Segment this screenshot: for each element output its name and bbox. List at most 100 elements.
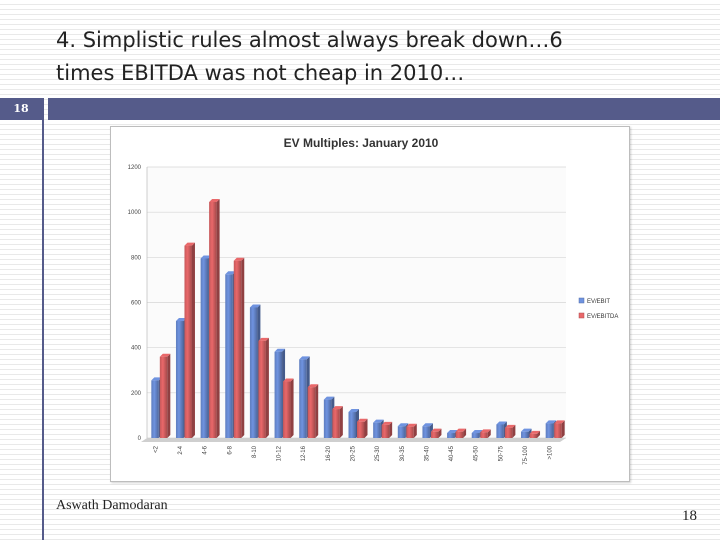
bar-top-ev-ebit	[496, 421, 507, 425]
slide-title-line-2: times EBITDA was not cheap in 2010…	[56, 61, 465, 85]
bar-top-ev-ebitda	[480, 429, 491, 433]
bar-ev-ebit	[521, 431, 529, 438]
x-tick-label: 40-45	[449, 445, 455, 461]
bar-top-ev-ebit	[348, 409, 359, 413]
bar-top-ev-ebit	[447, 430, 458, 434]
bars-layer	[151, 199, 565, 438]
bar-ev-ebit	[299, 359, 307, 438]
bar-side-ev-ebitda	[487, 429, 491, 438]
y-tick-label: 200	[131, 391, 142, 397]
bar-side-ev-ebitda	[537, 430, 541, 438]
bar-top-ev-ebit	[422, 423, 433, 427]
legend-swatch	[578, 312, 585, 319]
y-tick-label: 600	[131, 301, 142, 307]
bar-top-ev-ebitda	[430, 428, 442, 432]
bar-top-ev-ebitda	[406, 423, 417, 427]
x-tick-label: 8-10	[252, 445, 258, 458]
bar-ev-ebitda	[332, 409, 340, 438]
bar-side-ev-ebitda	[413, 423, 417, 438]
footer-author: Aswath Damodaran	[56, 498, 168, 513]
slide-number-badge: 18	[0, 98, 42, 120]
bar-ev-ebit	[175, 321, 184, 438]
left-accent-rule	[42, 98, 44, 540]
chart-title: EV Multiples: January 2010	[284, 136, 439, 150]
y-tick-label: 1200	[128, 165, 142, 171]
bar-top-ev-ebitda	[258, 337, 269, 341]
x-tick-label: 6-8	[227, 445, 233, 454]
bar-top-ev-ebit	[545, 420, 557, 424]
bar-ev-ebitda	[480, 432, 488, 438]
bar-ev-ebitda	[258, 340, 266, 438]
bar-top-ev-ebitda	[529, 430, 541, 434]
bar-top-ev-ebit	[249, 304, 261, 308]
bar-ev-ebitda	[209, 202, 217, 438]
bar-side-ev-ebitda	[167, 353, 171, 438]
bar-ev-ebit	[447, 433, 455, 438]
x-tick-label: 45-50	[474, 445, 480, 461]
x-tick-label: 2-4	[178, 445, 184, 454]
bar-ev-ebit	[397, 426, 406, 438]
bar-ev-ebit	[373, 422, 381, 438]
bar-top-ev-ebit	[225, 271, 236, 275]
x-tick-label: 16-20	[326, 445, 332, 461]
bar-side-ev-ebitda	[561, 420, 565, 438]
bar-ev-ebitda	[159, 356, 168, 438]
bar-top-ev-ebitda	[184, 242, 195, 246]
bar-top-ev-ebit	[175, 318, 187, 322]
bar-ev-ebit	[496, 424, 504, 438]
bar-side-ev-ebitda	[290, 378, 294, 438]
bar-top-ev-ebitda	[283, 378, 294, 382]
legend-label: EV/EBITDA	[587, 314, 618, 320]
legend-label: EV/EBIT	[587, 299, 610, 305]
bar-ev-ebitda	[406, 426, 414, 438]
x-tick-label: 4-6	[203, 445, 209, 454]
bar-top-ev-ebitda	[554, 420, 565, 424]
bar-top-ev-ebitda	[332, 406, 343, 410]
bar-side-ev-ebitda	[216, 199, 220, 438]
bar-top-ev-ebit	[299, 356, 310, 360]
x-tick-label: 75-100	[523, 445, 529, 464]
slide-title: 4. Simplistic rules almost always break …	[56, 24, 696, 90]
bar-ev-ebit	[274, 351, 283, 438]
bar-ev-ebitda	[184, 245, 192, 438]
bar-side-ev-ebitda	[265, 337, 269, 438]
x-tick-label: 20-25	[351, 445, 357, 461]
bar-side-ev-ebitda	[241, 257, 245, 438]
chart-frame: EV Multiples: January 2010 0 200 400 600 800…	[110, 126, 630, 482]
ev-multiples-chart: EV Multiples: January 2010 0 200 400 600 800…	[128, 136, 619, 465]
x-tick-label: 12-16	[301, 445, 307, 461]
x-tick-label: 50-75	[498, 445, 504, 461]
bar-top-ev-ebit	[471, 430, 483, 434]
bar-ev-ebit	[422, 426, 430, 438]
bar-top-ev-ebit	[274, 348, 286, 352]
page-number: 18	[682, 508, 697, 524]
bar-ev-ebitda	[381, 424, 390, 438]
y-tick-label: 400	[131, 346, 142, 352]
bar-side-ev-ebitda	[389, 421, 393, 438]
bar-top-ev-ebitda	[233, 257, 245, 261]
bar-ev-ebit	[348, 412, 356, 438]
bar-ev-ebitda	[357, 421, 365, 438]
x-tick-label: 10-12	[277, 445, 283, 461]
x-tick-label: 30-35	[400, 445, 406, 461]
chart-legend: EV/EBIT EV/EBITDA	[578, 297, 618, 320]
legend-swatch	[578, 297, 585, 304]
y-tick-label: 0	[138, 436, 142, 442]
x-tick-label: 25-30	[375, 445, 381, 461]
bar-side-ev-ebitda	[339, 406, 343, 438]
bar-top-ev-ebit	[373, 419, 384, 423]
bar-ev-ebit	[200, 258, 209, 438]
bar-top-ev-ebitda	[307, 384, 319, 388]
y-tick-label: 800	[131, 255, 142, 261]
chart-floor	[141, 438, 566, 442]
bar-top-ev-ebit	[521, 428, 532, 432]
bar-top-ev-ebitda	[455, 428, 467, 432]
bar-top-ev-ebitda	[159, 353, 171, 357]
bar-ev-ebit	[323, 399, 332, 438]
bar-ev-ebitda	[504, 427, 513, 438]
bar-ev-ebitda	[554, 423, 562, 438]
bar-top-ev-ebitda	[381, 421, 393, 425]
bar-ev-ebit	[249, 307, 258, 438]
bar-side-ev-ebitda	[191, 242, 195, 438]
bar-ev-ebitda	[455, 431, 464, 438]
